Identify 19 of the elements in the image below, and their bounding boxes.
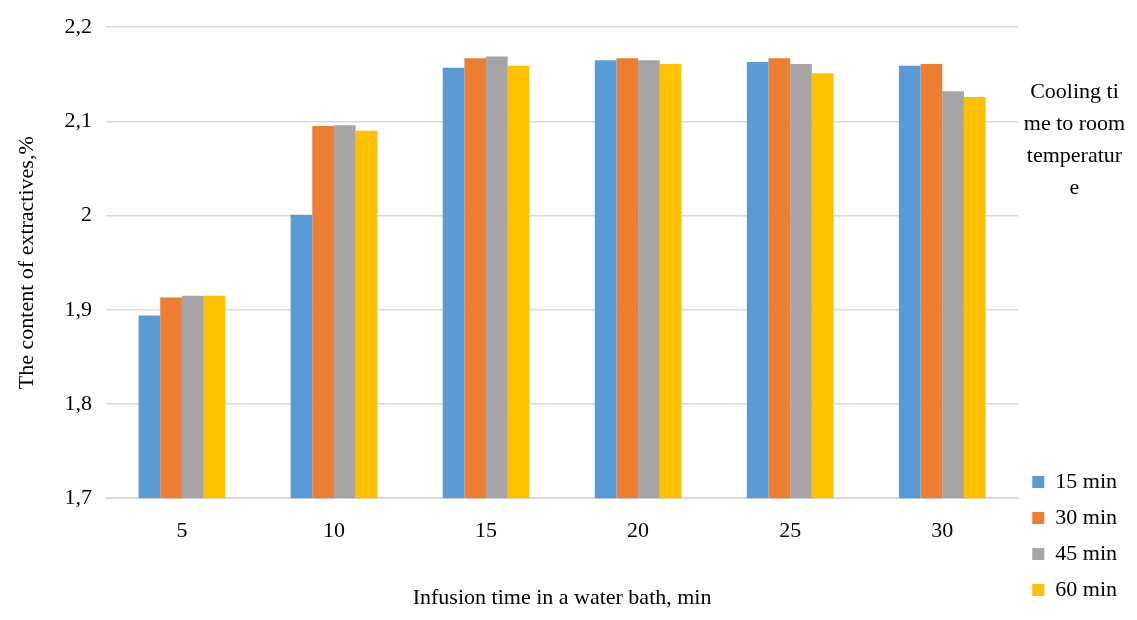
x-tick-label: 10: [322, 517, 345, 543]
y-tick-label: 1,9: [64, 295, 92, 321]
x-tick-label: 30: [931, 517, 954, 543]
y-tick-label: 2,2: [64, 12, 92, 38]
legend-title: Cooling time to room temperature: [1022, 77, 1127, 201]
legend-label: 45 min: [1055, 539, 1118, 565]
y-tick-label: 1,7: [64, 483, 92, 509]
legend-label: 60 min: [1055, 575, 1118, 601]
legend-label: 30 min: [1055, 503, 1118, 529]
y-tick-label: 2: [80, 201, 92, 227]
x-axis-title: Infusion time in a water bath, min: [412, 583, 712, 609]
y-tick-label: 1,8: [64, 389, 92, 415]
y-axis-title: The content of extractives,%: [12, 136, 38, 390]
y-tick-label: 2,1: [64, 107, 92, 133]
x-tick-label: 5: [176, 517, 188, 543]
x-tick-label: 20: [627, 517, 650, 543]
legend-label: 15 min: [1055, 467, 1118, 493]
x-tick-label: 15: [475, 517, 498, 543]
x-tick-label: 25: [779, 517, 802, 543]
